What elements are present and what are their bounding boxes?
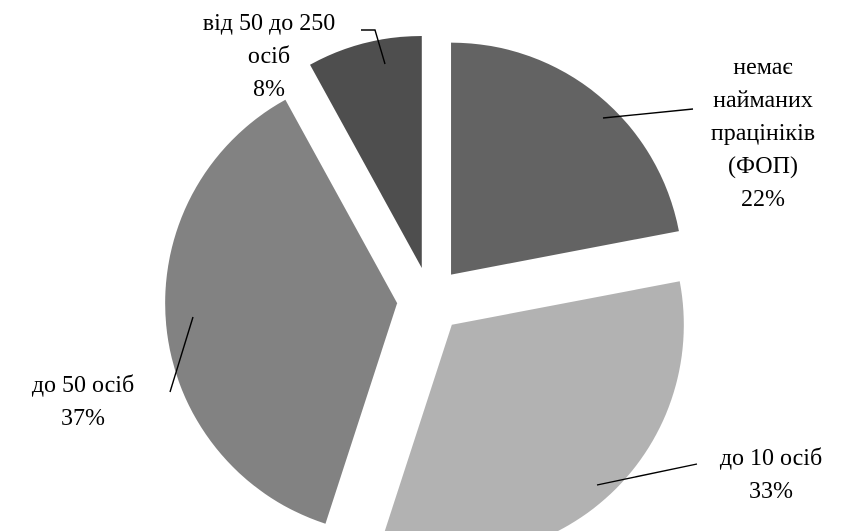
leader-line-2: [596, 463, 698, 486]
slice-label-4: від 50 до 250 осіб 8%: [203, 10, 335, 102]
slice-category-label: від 50 до 250: [203, 10, 335, 36]
pie-slice-3: [165, 99, 398, 524]
slice-category-label: немає: [733, 54, 792, 80]
slice-category-label: працініків: [711, 120, 815, 146]
slice-category-label: найманих: [713, 87, 813, 113]
slice-category-label: осіб: [248, 43, 290, 69]
slice-category-label: до 50 осіб: [32, 372, 134, 398]
slice-percent-label: 22%: [741, 186, 785, 212]
slice-percent-label: 37%: [61, 405, 105, 431]
slice-label-2: до 10 осіб 33%: [720, 445, 822, 504]
leader-line-1: [602, 108, 694, 119]
pie-slice-1: [451, 42, 679, 275]
pie-slice-2: [384, 281, 684, 531]
leader-line-4: [361, 29, 386, 65]
slice-label-3: до 50 осіб 37%: [32, 372, 134, 431]
leader-line-3: [169, 316, 194, 393]
pie-slice-4: [310, 36, 422, 269]
slice-label-1: немає найманих працініків (ФОП) 22%: [711, 54, 815, 212]
slice-category-label: (ФОП): [728, 153, 798, 179]
slice-category-label: до 10 осіб: [720, 445, 822, 471]
slice-percent-label: 33%: [749, 478, 793, 504]
slice-percent-label: 8%: [253, 76, 285, 102]
